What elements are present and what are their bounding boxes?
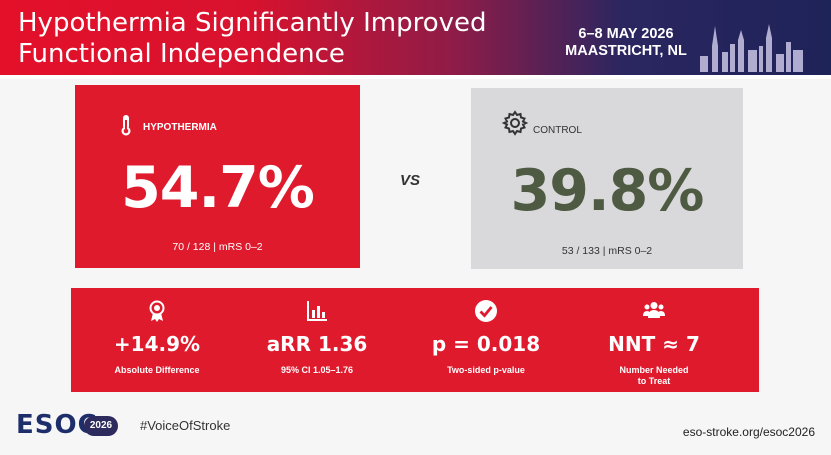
stat-nnt: NNT ≈ 7 Number Needed to Treat bbox=[568, 288, 740, 392]
control-percentage: 39.8% bbox=[510, 158, 705, 224]
stat-label: 95% CI 1.05–1.76 bbox=[280, 365, 354, 375]
hypothermia-label: HYPOTHERMIA bbox=[143, 122, 217, 133]
control-detail: 53 / 133 | mRS 0–2 bbox=[561, 245, 653, 257]
conference-dates: 6–8 MAY 2026 bbox=[578, 26, 674, 42]
stat-label: Number Needed to Treat bbox=[619, 365, 689, 386]
vs-label: VS bbox=[400, 172, 421, 189]
esoc-logo: ESOC 2026 bbox=[16, 408, 126, 444]
website-url: eso-stroke.org/esoc2026 bbox=[682, 425, 815, 439]
people-icon bbox=[643, 302, 665, 318]
hypothermia-detail: 70 / 128 | mRS 0–2 bbox=[172, 241, 263, 253]
hypothermia-percentage: 54.7% bbox=[121, 155, 315, 221]
bar-chart-icon bbox=[307, 301, 327, 321]
gear-icon bbox=[501, 110, 529, 136]
city-skyline-icon bbox=[700, 24, 803, 72]
stats-band: +14.9% Absolute Difference aRR 1.36 95% … bbox=[71, 288, 759, 392]
stat-p-value: p = 0.018 Two-sided p-value bbox=[400, 288, 572, 392]
ribbon-award-icon bbox=[149, 300, 165, 322]
stat-value: NNT ≈ 7 bbox=[608, 332, 700, 356]
conference-info: 6–8 MAY 2026 MAASTRICHT, NL bbox=[556, 26, 696, 60]
control-label: CONTROL bbox=[533, 125, 582, 136]
check-circle-icon bbox=[475, 300, 497, 322]
stat-absolute-difference: +14.9% Absolute Difference bbox=[71, 288, 243, 392]
stat-label: Absolute Difference bbox=[114, 365, 200, 375]
slide-title: Hypothermia Significantly Improved Funct… bbox=[18, 8, 487, 69]
control-card: CONTROL 39.8% 53 / 133 | mRS 0–2 bbox=[471, 88, 743, 269]
hashtag: #VoiceOfStroke bbox=[140, 418, 231, 433]
conference-location: MAASTRICHT, NL bbox=[565, 43, 687, 59]
stat-value: +14.9% bbox=[113, 332, 201, 356]
header-divider bbox=[0, 75, 831, 79]
stat-label: Two-sided p-value bbox=[447, 365, 525, 375]
hypothermia-card: HYPOTHERMIA 54.7% 70 / 128 | mRS 0–2 bbox=[75, 85, 360, 268]
thermometer-icon bbox=[121, 115, 131, 136]
esoc-logo-year: 2026 bbox=[84, 416, 118, 436]
esoc-logo-text: ESOC bbox=[16, 410, 98, 440]
stat-arr: aRR 1.36 95% CI 1.05–1.76 bbox=[231, 288, 403, 392]
stat-value: p = 0.018 bbox=[431, 332, 541, 356]
slide-header: Hypothermia Significantly Improved Funct… bbox=[0, 0, 831, 75]
stat-value: aRR 1.36 bbox=[266, 332, 368, 356]
